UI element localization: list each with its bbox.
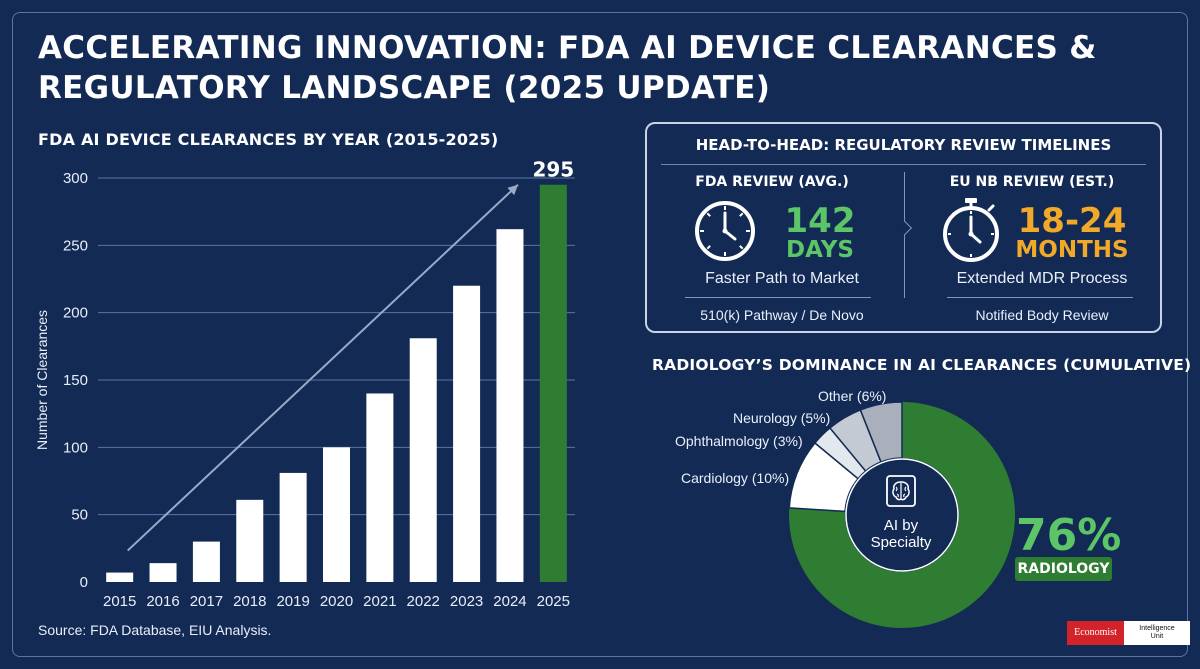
stopwatch-icon (939, 196, 1003, 269)
fda-pathway-note: 510(k) Pathway / De Novo (700, 307, 864, 323)
bar-2018 (236, 499, 264, 582)
donut-center (845, 458, 959, 572)
donut-center-line1: AI by (883, 517, 919, 534)
trend-arrow-head (507, 184, 518, 196)
x-tick-label: 2023 (450, 593, 483, 610)
bar-2025 (539, 184, 567, 582)
trend-arrow-line (126, 184, 519, 552)
pie-chart-title: RADIOLOGY’S DOMINANCE IN AI CLEARANCES (… (652, 356, 1192, 374)
x-tick-label: 2025 (537, 593, 570, 610)
fda-review-heading: FDA REVIEW (AVG.) (695, 174, 849, 190)
x-tick-label: 2017 (190, 593, 223, 610)
x-tick-label: 2020 (320, 593, 353, 610)
title-divider (661, 164, 1146, 165)
x-tick-label: 2018 (233, 593, 266, 610)
radiology-badge: RADIOLOGY (1015, 557, 1112, 581)
head-to-head-title: HEAD-TO-HEAD: REGULATORY REVIEW TIMELINE… (695, 136, 1112, 154)
x-tick-label: 2021 (363, 593, 396, 610)
fda-subtitle-rule (685, 297, 871, 298)
bar-2017 (192, 541, 220, 582)
eu-months-unit: MONTHS (1015, 237, 1129, 263)
bar-2022 (409, 338, 437, 582)
donut-center-line2: Specialty (870, 534, 932, 551)
pie-label-other: Other (6%) (818, 388, 887, 404)
page-title: ACCELERATING INNOVATION: FDA AI DEVICE C… (38, 30, 1097, 106)
fda-subtitle: Faster Path to Market (705, 270, 859, 287)
data-label-2025: 295 (532, 158, 574, 182)
y-tick-label: 300 (63, 170, 88, 187)
y-tick-label: 0 (80, 574, 88, 591)
bar-2023 (453, 285, 481, 582)
eu-review-heading: EU NB REVIEW (EST.) (949, 174, 1115, 190)
x-tick-label: 2016 (146, 593, 179, 610)
economist-intelligence-unit-logo: Economist Intelligence Unit (1067, 621, 1190, 645)
x-tick-label: 2022 (407, 593, 440, 610)
y-tick-label: 100 (63, 439, 88, 456)
fda-days-unit: DAYS (786, 237, 854, 263)
infographic-frame (12, 12, 1188, 657)
eu-months-value: 18-24 (1017, 201, 1127, 241)
bar-2021 (366, 393, 394, 582)
eu-pathway-note: Notified Body Review (975, 307, 1109, 323)
logo-line1: Intelligence (1139, 625, 1175, 632)
bar-2016 (149, 563, 177, 582)
donut-slice-4 (859, 401, 903, 463)
bar-2015 (106, 572, 134, 582)
pie-label-neurology: Neurology (5%) (733, 410, 831, 426)
donut-slice-0 (789, 402, 1015, 628)
logo-line2: Unit (1150, 633, 1164, 640)
clock-icon (693, 199, 757, 268)
x-tick-label: 2024 (493, 593, 526, 610)
brain-scan-icon (885, 474, 917, 513)
y-tick-label: 150 (63, 372, 88, 389)
x-tick-label: 2015 (103, 593, 136, 610)
eu-subtitle: Extended MDR Process (956, 270, 1128, 287)
pie-label-cardiology: Cardiology (10%) (681, 470, 790, 486)
pie-label-ophthalmology: Ophthalmology (3%) (675, 433, 803, 449)
bar-chart-title: FDA AI DEVICE CLEARANCES BY YEAR (2015-2… (38, 130, 499, 149)
source-note: Source: FDA Database, EIU Analysis. (38, 622, 272, 638)
y-tick-label: 200 (63, 305, 88, 322)
bar-2024 (496, 229, 524, 582)
head-to-head-panel: HEAD-TO-HEAD: REGULATORY REVIEW TIMELINE… (645, 122, 1162, 333)
fda-days-value: 142 (784, 201, 856, 241)
radiology-percentage: 76% (1016, 510, 1122, 561)
bar-2020 (323, 447, 350, 582)
eu-subtitle-rule (947, 297, 1133, 298)
bar-2019 (279, 472, 307, 582)
logo-intelligence-unit: Intelligence Unit (1124, 621, 1190, 645)
y-tick-label: 50 (71, 507, 88, 524)
logo-economist: Economist (1067, 621, 1124, 645)
y-tick-label: 250 (63, 237, 88, 254)
donut-center-label: AI by Specialty (842, 517, 960, 551)
x-tick-label: 2019 (276, 593, 309, 610)
